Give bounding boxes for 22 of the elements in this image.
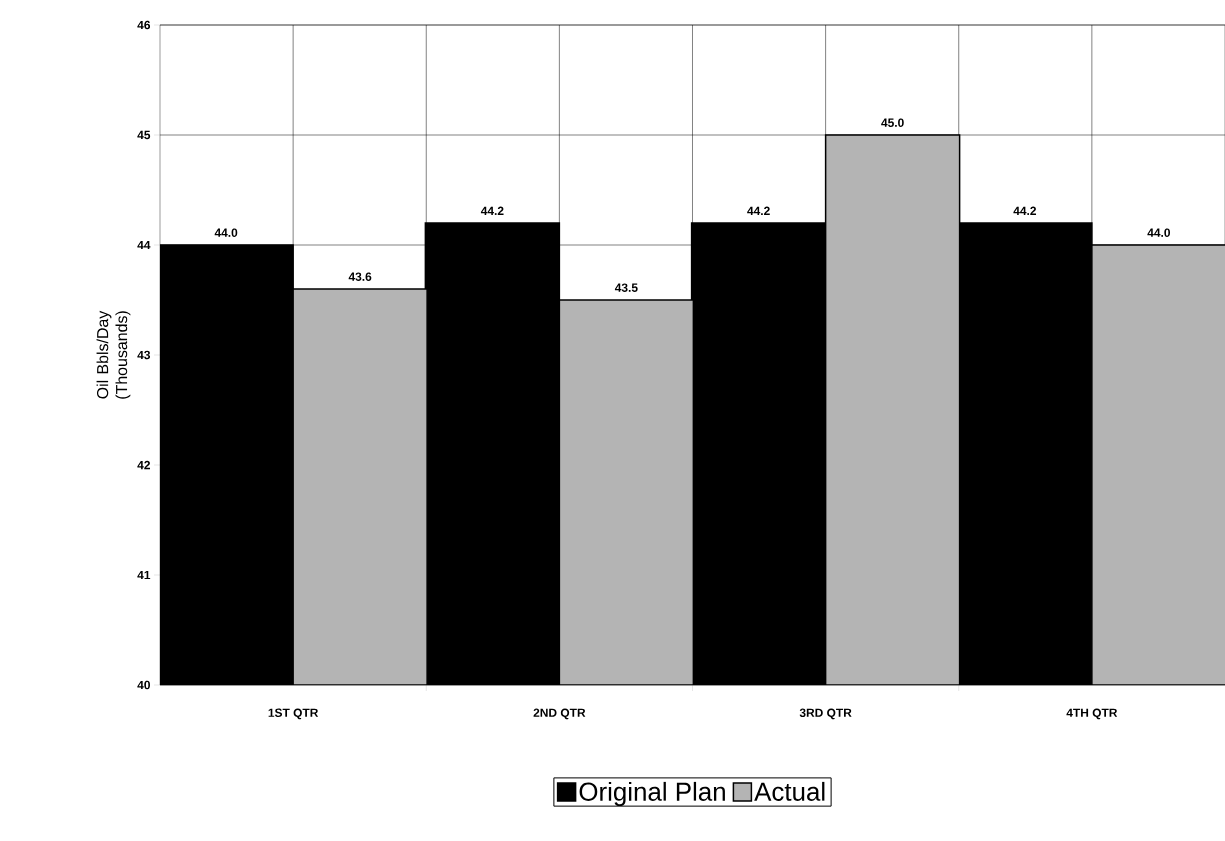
y-tick-label: 45 bbox=[137, 130, 151, 140]
data-label: 43.6 bbox=[348, 272, 372, 281]
data-label: 44.2 bbox=[1013, 206, 1037, 215]
x-tick-label: 3RD QTR bbox=[799, 708, 852, 720]
legend-label: Original Plan bbox=[579, 781, 725, 807]
x-tick-label: 2ND QTR bbox=[533, 708, 586, 720]
y-tick-label: 40 bbox=[137, 680, 150, 690]
data-label: 43.5 bbox=[614, 283, 638, 292]
data-label: 44.2 bbox=[747, 206, 770, 215]
data-label: 44.2 bbox=[480, 206, 504, 215]
y-tick-label: 42 bbox=[137, 460, 150, 470]
data-label: 45.0 bbox=[881, 118, 904, 127]
x-tick-label: 1ST QTR bbox=[268, 708, 319, 720]
y-tick-label: 44 bbox=[137, 240, 151, 250]
y-tick-label: 43 bbox=[137, 350, 151, 360]
y-tick-label: 41 bbox=[137, 570, 151, 580]
y-tick-label: 46 bbox=[137, 20, 151, 30]
y-axis-title: Oil Bbls/Day (Thousands) bbox=[96, 310, 131, 399]
data-label: 44.0 bbox=[1147, 228, 1171, 237]
x-tick-label: 4TH QTR bbox=[1066, 708, 1118, 720]
legend-label: Actual bbox=[754, 781, 825, 801]
data-label: 44.0 bbox=[214, 228, 238, 237]
